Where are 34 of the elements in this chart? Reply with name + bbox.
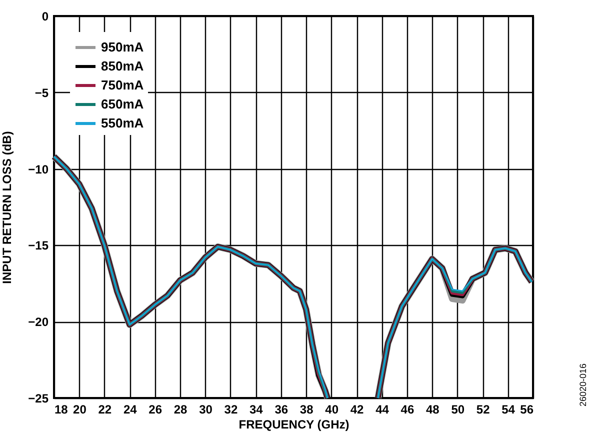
x-tick-label: 40 [325,402,339,416]
x-tick-label: 42 [350,402,364,416]
x-tick-label: 50 [451,402,465,416]
x-axis-title: FREQUENCY (GHz) [238,418,350,432]
x-tick-label: 34 [250,402,264,416]
x-tick-label: 36 [274,402,288,416]
text: 26020-016 [578,362,588,409]
x-tick-label: 56 [520,402,534,416]
x-tick-label: 54 [502,402,516,416]
y-axis-title: INPUT RETURN LOSS (dB) [0,131,14,284]
y-tick-label: −10 [28,162,49,176]
x-tick-label: 38 [300,402,314,416]
x-tick-label: 26 [148,402,162,416]
x-tick-label: 32 [224,402,238,416]
x-tick-label: 30 [199,402,213,416]
x-tick-label: 46 [400,402,414,416]
x-tick-label: 44 [376,402,390,416]
y-tick-label: −20 [28,315,49,330]
x-tick-label: 52 [476,402,490,416]
y-tick-label: −25 [28,392,49,406]
y-tick-label: −15 [28,238,49,253]
y-tick-label: −5 [34,86,49,100]
legend-label: 550mA [101,116,144,130]
x-tick-label: 24 [123,402,138,416]
legend-label: 750mA [101,78,144,92]
x-tick-label: 20 [73,402,87,416]
legend-label: 850mA [101,58,144,74]
legend-label: 650mA [101,96,144,112]
x-tick-label: 28 [174,402,188,416]
x-tick-label: 18 [54,402,68,416]
legend-label: 950mA [101,40,144,54]
x-tick-label: 48 [426,402,440,416]
y-tick-label: 0 [42,10,49,24]
x-tick-label: 22 [98,402,112,416]
